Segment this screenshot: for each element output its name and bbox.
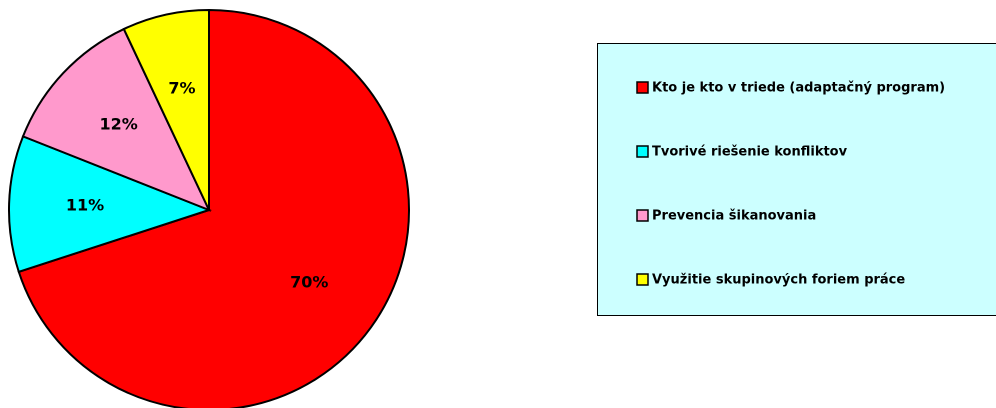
legend-label: Využitie skupinových foriem práce [652,273,905,288]
data-label: 7% [168,78,195,97]
legend-swatch [636,81,649,94]
legend-box [597,43,996,316]
pie-slice [8,135,212,274]
data-label: 70% [290,272,328,291]
legend-swatch [636,145,649,158]
data-label: 12% [99,115,137,134]
legend-swatch [636,209,649,222]
legend-label: Kto je kto v triede (adaptačný program) [652,81,945,96]
pie-slice [21,27,211,212]
legend-label: Prevencia šikanovania [652,209,816,224]
legend-swatch [636,273,649,286]
pie-slice [122,8,210,211]
pie-slice [17,8,410,408]
data-label: 11% [66,196,104,215]
legend-label: Tvorivé riešenie konfliktov [652,145,848,160]
